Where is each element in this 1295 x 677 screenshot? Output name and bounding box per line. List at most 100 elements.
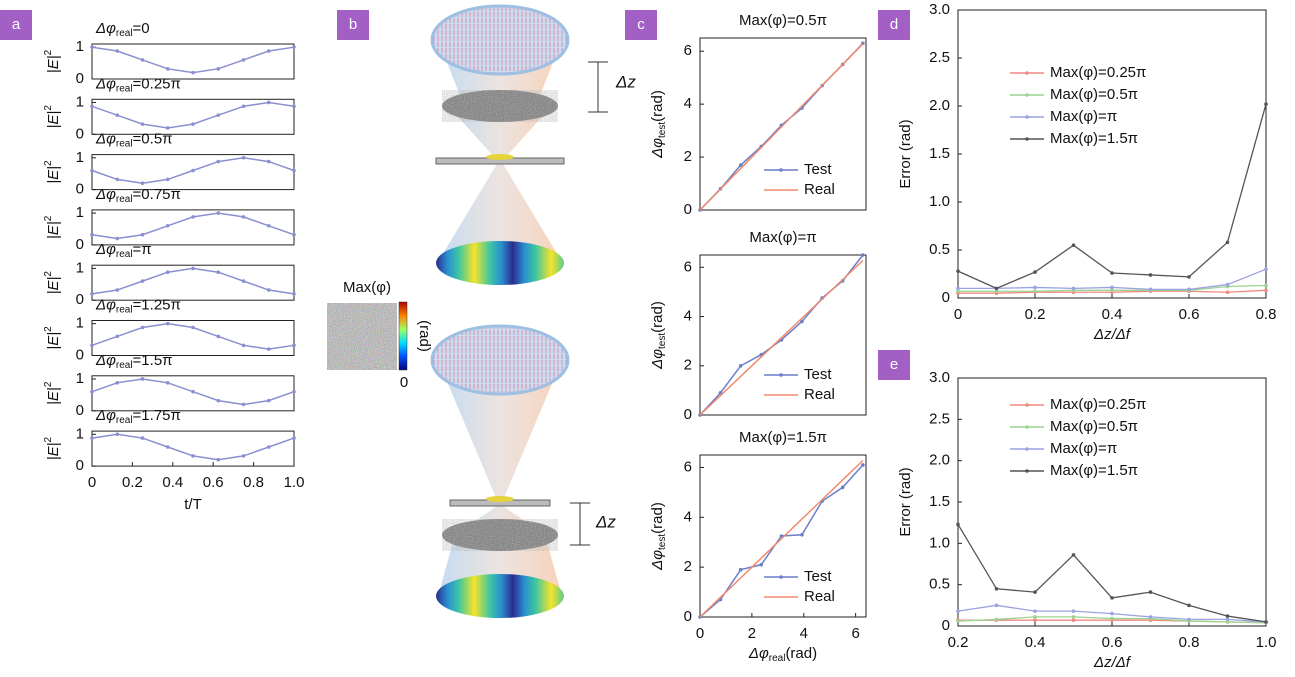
data-point [292,45,296,49]
y-axis-label-sup: 2 [43,215,54,221]
y-tick-label: 1 [76,38,84,55]
plot-frame [91,43,295,80]
y-tick-label: 0 [76,125,84,142]
y-tick-label: 0 [942,617,950,634]
y-tick-label: 6 [684,258,692,275]
legend-marker [1025,425,1029,429]
x-tick-label: 0 [954,306,962,323]
x-tick-label: 0.8 [243,474,264,491]
data-point [738,163,743,167]
data-point [216,334,221,339]
chart-title: Max(φ)=π [749,229,816,246]
plot-frame [91,209,295,246]
panel-label-box [0,10,32,40]
y-axis-label-sub: test [657,534,668,550]
data-point [759,562,764,567]
y-tick-label: 2 [684,558,692,575]
x-tick-label: 0.2 [1025,306,1046,323]
data-line [699,43,864,211]
y-axis-label-main: |E| [45,221,62,239]
data-point [956,522,960,527]
chart-title-sub: real [116,138,133,149]
y-tick-label: 1 [76,315,84,332]
data-point [165,224,170,228]
data-point [1187,287,1191,292]
data-point [1187,275,1191,279]
y-tick-label: 6 [684,458,692,475]
y-tick-label: 1.5 [929,493,950,510]
data-point [216,67,221,71]
data-point [191,122,195,126]
y-axis-label-main: |E| [45,55,62,73]
chart-title-after: =1.25π [133,296,181,313]
data-point [115,288,120,292]
y-tick-label: 3.0 [929,1,950,18]
data-point [956,286,960,291]
sample [486,154,514,160]
data-point [140,377,145,381]
data-point [292,104,296,109]
y-axis-label-sup: 2 [43,105,54,111]
diffuser-speckle [442,519,558,551]
y-tick-label: 4 [684,308,692,325]
data-point [1148,273,1153,277]
y-axis-label-sup: 2 [43,271,54,277]
chart-title-main: Δφ [95,407,116,424]
data-point [861,463,865,467]
chart-title-main: Δφ [95,186,116,203]
y-tick-label: 2.5 [929,49,950,66]
data-point [994,286,999,291]
data-point [994,617,999,622]
beam [450,108,550,160]
y-axis-label-main: |E| [45,387,62,405]
panel-label: b [349,16,357,33]
y-tick-label: 0.5 [929,241,950,258]
data-point [956,619,960,623]
y-tick-label: 2 [684,357,692,374]
chart-title: Δφreal=0.75π [95,186,181,205]
data-point [1225,282,1230,287]
plot-frame [91,264,295,301]
chart-title: Δφreal=0.25π [95,75,181,94]
panel-label-box [337,10,369,40]
data-point [994,587,999,591]
legend-marker [1025,115,1029,119]
legend-label: Test [804,161,832,178]
x-tick-label: 0 [88,474,96,491]
y-tick-label: 2 [684,148,692,165]
legend-label: Real [804,181,835,198]
data-point [165,177,170,182]
y-tick-label: 1.5 [929,145,950,162]
data-point [90,104,94,109]
chart-title-main: Δφ [95,75,116,92]
chart-title-main: Δφ [95,131,116,148]
chart-title-after: =1.5π [133,352,173,369]
chart-title-sub: real [116,304,133,315]
data-point [1225,240,1230,245]
plot-frame [91,98,295,135]
data-point [165,126,170,130]
chart-title: Δφreal=1.25π [95,296,181,315]
legend-label: Test [804,568,832,585]
colorbar-unit: (rad) [416,320,433,352]
colorbar [398,301,408,371]
interference-pattern [436,241,564,285]
chart-title-main: Δφ [95,352,116,369]
data-point [292,436,296,440]
x-tick-label: 2 [748,625,756,642]
panel-label-box [878,350,910,380]
legend-label: Max(φ)=0.25π [1050,64,1146,81]
legend-marker [779,373,783,377]
data-line [91,46,295,74]
legend-label: Real [804,386,835,403]
data-point [216,211,221,215]
x-axis-label: Δφreal(rad) [748,645,817,664]
y-tick-label: 0 [76,402,84,419]
colorbar-min: 0 [400,374,408,391]
y-tick-label: 0 [684,608,692,625]
x-axis-label: t/T [184,496,202,513]
legend-marker [1025,403,1029,407]
data-point [1225,614,1230,618]
y-tick-label: 1 [76,204,84,221]
data-point [115,334,120,339]
